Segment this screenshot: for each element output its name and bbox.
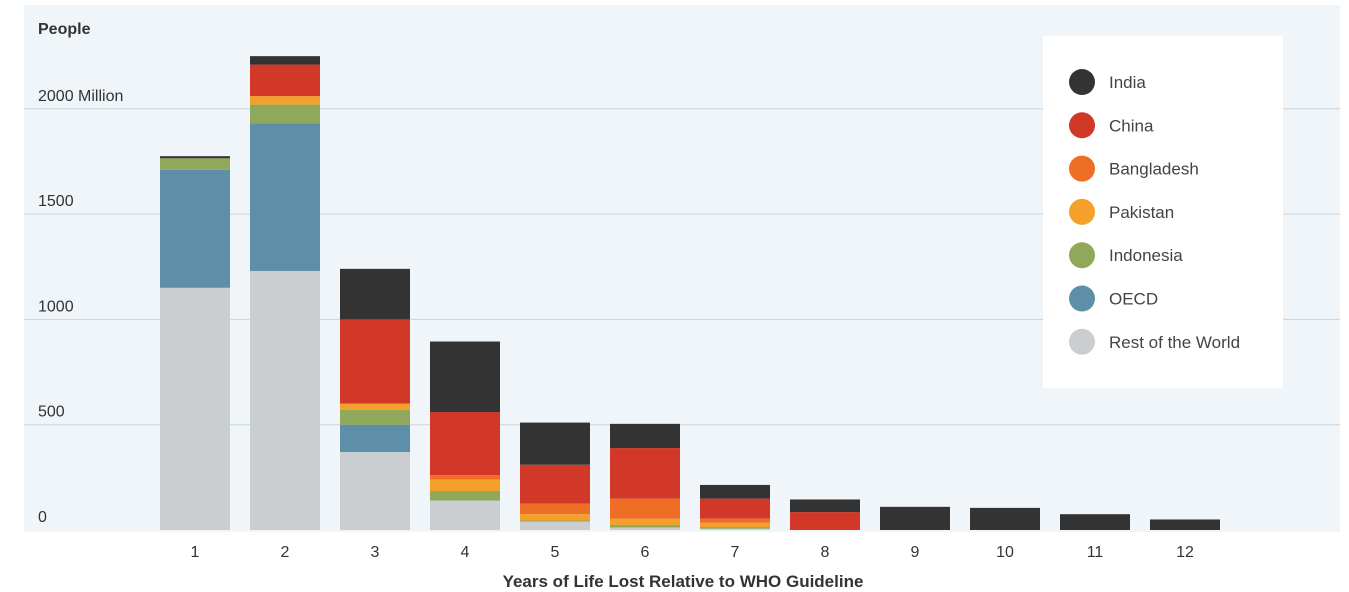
bar-segment-indonesia-7 (700, 527, 770, 529)
bar-segment-indonesia-1 (160, 158, 230, 170)
legend-swatch-oecd (1069, 285, 1095, 312)
bar-segment-rest-of-the-world-4 (430, 500, 500, 530)
bar-segment-india-7 (700, 484, 770, 499)
bar-segment-india-2 (250, 56, 320, 65)
y-tick-label: 1000 (38, 298, 74, 315)
x-tick-label: 9 (911, 544, 920, 561)
bar-segment-india-6 (610, 423, 680, 449)
x-tick-label: 1 (191, 544, 200, 561)
bar-segment-china-3 (340, 319, 410, 404)
bar-segment-india-3 (340, 268, 410, 320)
y-tick-label: 1500 (38, 193, 74, 210)
bar-segment-indonesia-3 (340, 409, 410, 425)
bar-segment-bangladesh-4 (430, 475, 500, 480)
y-tick-label: 500 (38, 404, 65, 421)
bar-segment-rest-of-the-world-3 (340, 452, 410, 530)
legend: India China Bangladesh Pakistan Indonesia OEC… (1043, 36, 1283, 388)
bar-segment-rest-of-the-world-6 (610, 527, 680, 530)
bar-segment-indonesia-6 (610, 524, 680, 528)
bar-segment-rest-of-the-world-1 (160, 287, 230, 530)
legend-swatch-bangladesh (1069, 155, 1095, 182)
bar-segment-india-5 (520, 422, 590, 465)
legend-swatch-rest-of-the-world (1069, 328, 1095, 355)
x-tick-label: 4 (461, 544, 470, 561)
legend-label-oecd: OECD (1109, 290, 1158, 309)
bar-segment-rest-of-the-world-7 (700, 528, 770, 530)
legend-swatch-india (1069, 69, 1095, 95)
legend-swatch-indonesia (1069, 242, 1095, 269)
x-tick-label: 2 (281, 544, 290, 561)
bars (160, 56, 1220, 530)
x-tick-label: 5 (551, 544, 560, 561)
y-axis-title: People (38, 21, 91, 38)
bar-segment-india-10 (970, 507, 1040, 530)
bar-segment-pakistan-4 (430, 479, 500, 492)
y-axis-ticks: 0 500 1000 1500 2000 Million (38, 88, 123, 526)
bar-segment-indonesia-2 (250, 104, 320, 124)
x-tick-label: 7 (731, 544, 740, 561)
bar-segment-oecd-1 (160, 169, 230, 288)
bar-segment-oecd-3 (340, 424, 410, 453)
legend-label-china: China (1109, 116, 1154, 135)
legend-label-pakistan: Pakistan (1109, 203, 1174, 222)
x-tick-label: 8 (821, 544, 830, 561)
x-tick-label: 12 (1176, 544, 1194, 561)
x-tick-label: 6 (641, 544, 650, 561)
bar-segment-india-1 (160, 156, 230, 159)
bar-segment-china-2 (250, 64, 320, 97)
bar-segment-indonesia-5 (520, 520, 590, 522)
legend-label-indonesia: Indonesia (1109, 246, 1183, 265)
bar-segment-bangladesh-6 (610, 498, 680, 519)
bar-segment-china-5 (520, 464, 590, 504)
bar-segment-pakistan-5 (520, 514, 590, 521)
y-tick-label: 0 (38, 509, 47, 526)
bar-segment-china-7 (700, 498, 770, 519)
legend-label-bangladesh: Bangladesh (1109, 160, 1199, 179)
bar-segment-pakistan-6 (610, 518, 680, 525)
legend-swatch-china (1069, 112, 1095, 139)
legend-label-india: India (1109, 73, 1146, 92)
bar-segment-china-8 (790, 512, 860, 530)
x-tick-label: 11 (1087, 544, 1104, 561)
bar-segment-pakistan-2 (250, 96, 320, 105)
x-tick-label: 3 (371, 544, 380, 561)
bar-segment-rest-of-the-world-5 (520, 521, 590, 530)
y-tick-label: 2000 Million (38, 88, 123, 105)
bar-segment-pakistan-3 (340, 403, 410, 410)
bar-segment-bangladesh-7 (700, 518, 770, 523)
bar-segment-india-11 (1060, 514, 1130, 530)
bar-segment-india-12 (1150, 519, 1220, 530)
legend-label-rest-of-the-world: Rest of the World (1109, 333, 1240, 352)
legend-swatch-pakistan (1069, 198, 1095, 225)
x-tick-label: 10 (996, 544, 1014, 561)
bar-segment-rest-of-the-world-2 (250, 270, 320, 530)
bar-segment-india-4 (430, 341, 500, 413)
legend-items: India China Bangladesh Pakistan Indonesia OEC… (1069, 69, 1240, 355)
bar-segment-bangladesh-5 (520, 503, 590, 515)
bar-segment-indonesia-4 (430, 491, 500, 501)
bar-segment-india-8 (790, 499, 860, 513)
bar-segment-oecd-2 (250, 123, 320, 271)
x-axis-ticks: 1 2 3 4 5 6 7 8 9 10 11 12 (191, 544, 1194, 561)
x-axis-title: Years of Life Lost Relative to WHO Guide… (503, 572, 864, 591)
bar-segment-india-9 (880, 506, 950, 530)
bar-segment-pakistan-7 (700, 522, 770, 528)
bar-segment-china-6 (610, 448, 680, 499)
bar-segment-china-4 (430, 412, 500, 476)
